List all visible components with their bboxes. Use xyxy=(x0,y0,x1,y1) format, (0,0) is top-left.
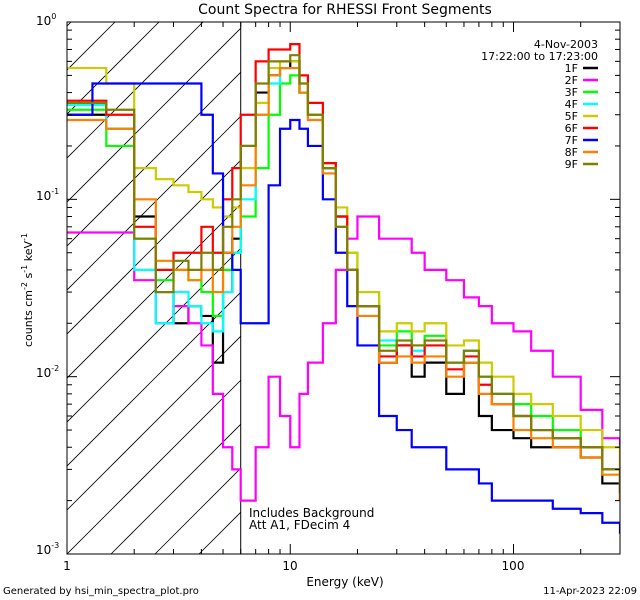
hatch-line xyxy=(463,0,640,554)
hatch-line xyxy=(67,22,160,115)
hatch-line xyxy=(67,379,241,554)
hatch-line xyxy=(67,27,241,203)
hatch-line xyxy=(67,203,241,379)
plot-frame xyxy=(66,21,621,555)
chart-title: Count Spectra for RHESSI Front Segments xyxy=(198,2,492,18)
legend-label-1F: 1F xyxy=(565,62,578,75)
y-tick-label-1e-1: 10-1 xyxy=(36,187,59,203)
legend-date: 4-Nov-2003 xyxy=(534,38,598,51)
annotation-background: Includes Background xyxy=(249,506,374,520)
legend-time-range: 17:22:00 to 17:23:00 xyxy=(481,50,598,63)
x-tick-label-1: 1 xyxy=(63,559,71,573)
x-axis-label: Energy (keV) xyxy=(306,575,383,589)
footer-timestamp: 11-Apr-2023 22:09 xyxy=(543,586,637,597)
hatch-line xyxy=(67,22,116,71)
attenuator-hatch-region xyxy=(67,0,640,554)
footer-generated-by: Generated by hsi_min_spectra_plot.pro xyxy=(3,586,199,597)
series-line-6F xyxy=(67,43,620,494)
y-tick-label-1e0: 100 xyxy=(36,12,56,28)
y-tick-label-1e-3: 10-3 xyxy=(36,541,59,557)
series-line-8F xyxy=(67,66,620,501)
series-line-9F xyxy=(67,54,620,494)
series-line-7F xyxy=(67,82,620,534)
hatch-line xyxy=(110,423,241,554)
legend-label-7F: 7F xyxy=(565,134,578,147)
hatch-line xyxy=(375,0,640,554)
legend-label-4F: 4F xyxy=(565,98,578,111)
series-layer xyxy=(67,43,620,534)
axis-ticks xyxy=(66,21,621,555)
series-line-5F xyxy=(67,60,620,470)
hatch-line xyxy=(67,159,241,335)
x-tick-label-100: 100 xyxy=(502,559,525,573)
hatch-line xyxy=(67,291,241,467)
hatch-line xyxy=(331,0,640,554)
legend-label-9F: 9F xyxy=(565,158,578,171)
y-axis-label: counts cm-2 s-1 keV-1 xyxy=(20,233,35,347)
legend-label-2F: 2F xyxy=(565,74,578,87)
hatch-line xyxy=(67,115,241,291)
hatch-line xyxy=(67,22,204,159)
annotation-attenuator: Att A1, FDecim 4 xyxy=(249,518,350,532)
legend-label-6F: 6F xyxy=(565,122,578,135)
series-line-2F xyxy=(67,215,620,502)
hatch-line xyxy=(419,0,640,554)
legend-label-5F: 5F xyxy=(565,110,578,123)
legend-label-8F: 8F xyxy=(565,146,578,159)
y-tick-label-1e-2: 10-2 xyxy=(36,364,59,380)
hatch-line xyxy=(67,335,241,511)
legend-label-3F: 3F xyxy=(565,86,578,99)
hatch-line xyxy=(287,0,640,554)
hatch-line xyxy=(67,247,241,423)
x-tick-label-10: 10 xyxy=(282,559,297,573)
